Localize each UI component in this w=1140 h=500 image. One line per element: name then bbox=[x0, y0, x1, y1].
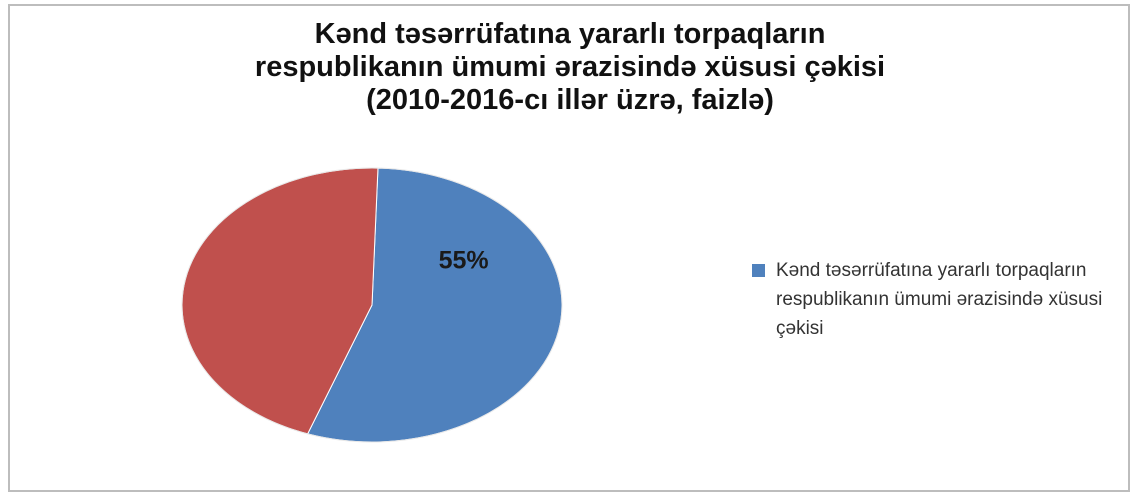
chart-title-line-3: (2010-2016-cı illər üzrə, faizlə) bbox=[366, 84, 774, 116]
chart-title: Kənd təsərrüfatına yararlı torpaqların r… bbox=[0, 18, 1140, 117]
legend-swatch bbox=[752, 264, 765, 277]
pie-outline bbox=[181, 167, 563, 443]
pie-slice-label-0: 55% bbox=[439, 247, 489, 275]
chart-title-line-2: respublikanın ümumi ərazisində xüsusi çə… bbox=[254, 51, 886, 83]
pie-labels: 55% bbox=[439, 247, 489, 275]
chart-title-line-1: Kənd təsərrüfatına yararlı torpaqların bbox=[314, 18, 826, 50]
pie-slices bbox=[181, 167, 563, 443]
chart-frame bbox=[8, 4, 1130, 492]
legend-entry-label: Kənd təsərrüfatına yararlı torpaqların r… bbox=[776, 260, 1103, 339]
